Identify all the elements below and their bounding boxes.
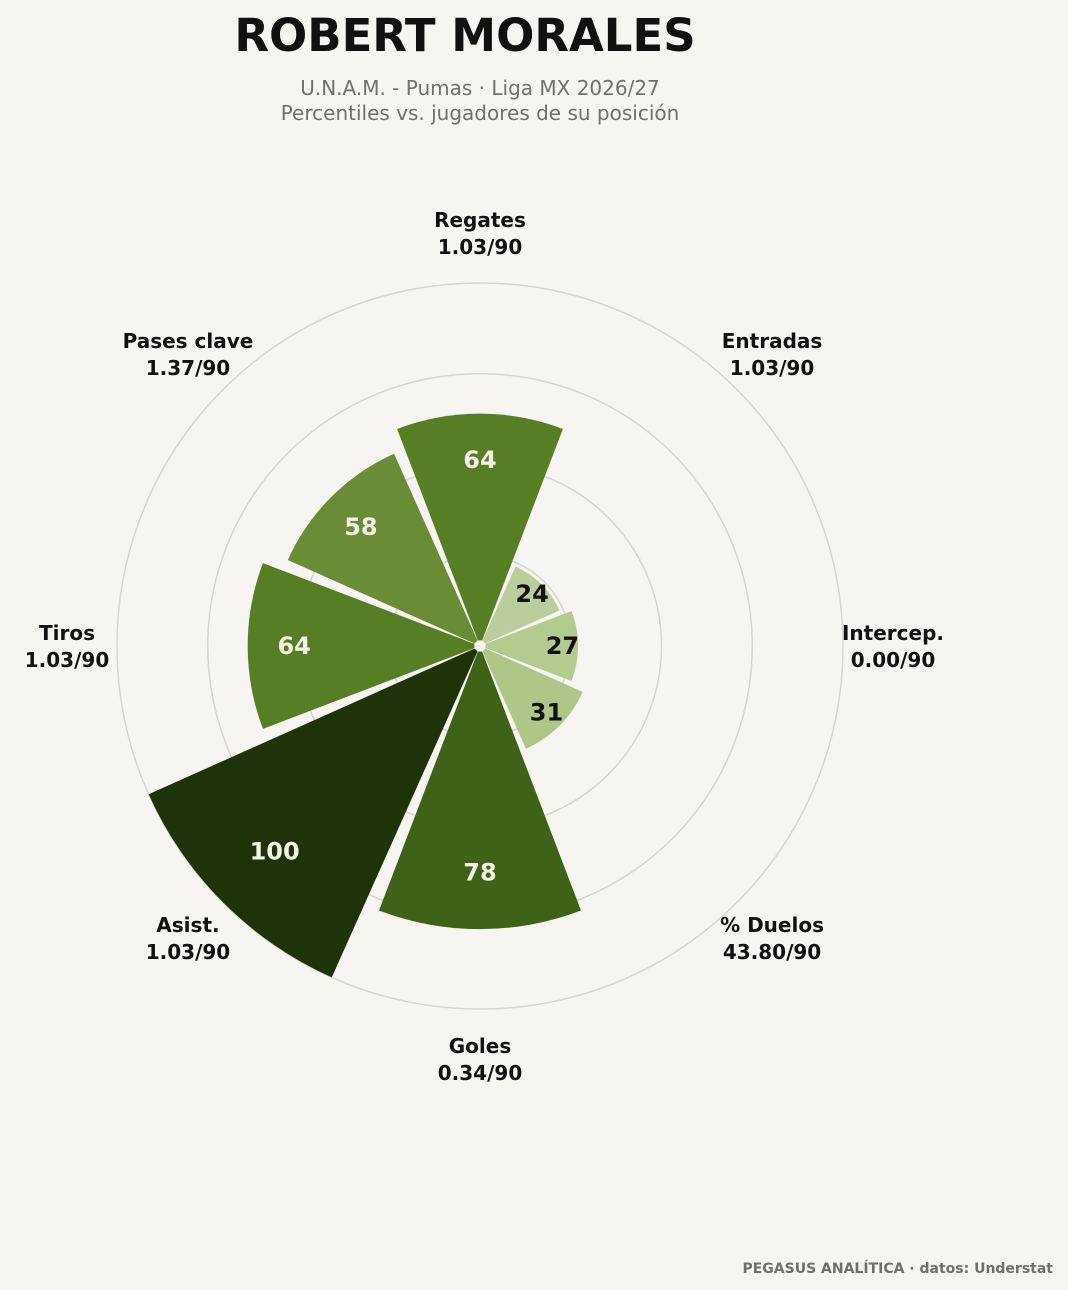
category-labels: Regates 1.03/90 Entradas 1.03/90 Intercep. 0.… xyxy=(25,208,944,1085)
value-label: 100 xyxy=(250,837,300,865)
value-label: 24 xyxy=(515,580,548,608)
category-name: Pases clave xyxy=(123,329,254,353)
category-name: Tiros xyxy=(39,621,95,645)
category-stat: 0.34/90 xyxy=(438,1061,522,1085)
category-stat: 0.00/90 xyxy=(851,648,935,672)
category-stat: 43.80/90 xyxy=(723,940,821,964)
bar-regates xyxy=(397,413,563,641)
category-label: Goles 0.34/90 xyxy=(438,1034,522,1085)
category-name: Entradas xyxy=(722,329,823,353)
chart-subtitle-percentiles: Percentiles vs. jugadores de su posición xyxy=(281,101,680,125)
footer-credit: PEGASUS ANALÍTICA · datos: Understat xyxy=(742,1260,1053,1277)
chart-title: ROBERT MORALES xyxy=(234,9,695,62)
category-label: Tiros 1.03/90 xyxy=(25,621,109,672)
category-stat: 1.03/90 xyxy=(438,235,522,259)
grid-ring-100 xyxy=(116,282,844,1010)
value-label: 27 xyxy=(546,632,579,660)
chart-subtitle-team: U.N.A.M. - Pumas · Liga MX 2026/27 xyxy=(300,76,660,100)
category-name: % Duelos xyxy=(720,913,824,937)
category-name: Regates xyxy=(434,208,526,232)
bars xyxy=(148,413,583,978)
category-label: Asist. 1.03/90 xyxy=(146,913,230,964)
category-label: Entradas 1.03/90 xyxy=(722,329,823,380)
value-label: 64 xyxy=(463,446,496,474)
category-stat: 1.03/90 xyxy=(730,356,814,380)
category-name: Asist. xyxy=(156,913,219,937)
category-name: Goles xyxy=(449,1034,511,1058)
bar-entradas xyxy=(482,566,560,644)
category-stat: 1.37/90 xyxy=(146,356,230,380)
category-label: Intercep. 0.00/90 xyxy=(842,621,944,672)
bar-intercep xyxy=(485,611,579,681)
category-stat: 1.03/90 xyxy=(25,648,109,672)
category-label: Pases clave 1.37/90 xyxy=(123,329,254,380)
value-labels: 64 24 27 31 78 100 64 58 xyxy=(250,446,580,886)
bar-pases-clave xyxy=(287,453,478,644)
value-label: 64 xyxy=(277,632,310,660)
value-label: 31 xyxy=(530,698,563,726)
category-label: Regates 1.03/90 xyxy=(434,208,526,259)
bar-asist xyxy=(148,648,478,978)
category-label: % Duelos 43.80/90 xyxy=(720,913,824,964)
bar-tiros xyxy=(247,563,475,729)
bar-duelos xyxy=(482,648,583,749)
category-stat: 1.03/90 xyxy=(146,940,230,964)
category-name: Intercep. xyxy=(842,621,944,645)
value-label: 78 xyxy=(463,859,496,887)
bar-goles xyxy=(378,651,582,930)
value-label: 58 xyxy=(344,513,377,541)
